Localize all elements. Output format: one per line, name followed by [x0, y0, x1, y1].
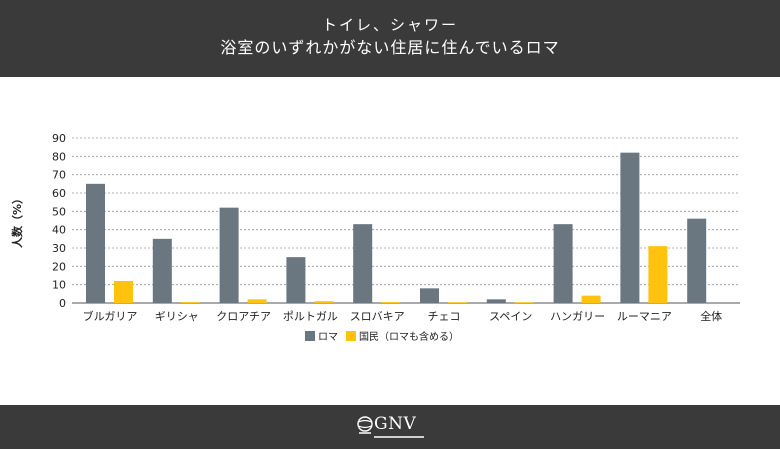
x-category-label: ポルトガル: [283, 310, 338, 323]
footer-bar: GNV: [0, 405, 780, 449]
x-category-label: スロバキア: [350, 310, 405, 323]
bar-roma: [286, 257, 306, 303]
bar-roma: [620, 152, 640, 303]
x-category-label: ギリシャ: [155, 310, 199, 323]
x-category-label: 全体: [700, 309, 722, 323]
x-category-label: ハンガリー: [550, 310, 605, 323]
bar-roma: [219, 207, 239, 303]
bar-national: [114, 281, 133, 303]
legend-swatch: [305, 331, 315, 341]
y-tick-label: 10: [52, 279, 66, 292]
bar-chart: 0 10 20 30 40 50 60 70 80 90 人数（%） ブルガリア ギリシャ クロアチア ポル…: [10, 132, 740, 343]
x-category-label: ブルガリア: [83, 309, 138, 323]
legend-swatch: [346, 331, 356, 341]
header-bar: トイレ、シャワー 浴室のいずれかがない住居に住んでいるロマ: [0, 0, 780, 77]
bar-national: [648, 246, 668, 303]
legend-label: ロマ: [318, 332, 338, 343]
x-category-label: チェコ: [428, 310, 461, 323]
bar-roma: [486, 299, 506, 303]
y-tick-label: 0: [59, 297, 66, 310]
bar-national: [381, 302, 401, 303]
bar-roma: [152, 238, 172, 303]
gnv-logo[interactable]: GNV: [357, 413, 427, 443]
y-tick-label: 40: [52, 224, 66, 237]
bar-national: [180, 302, 200, 303]
bar-roma: [86, 183, 105, 303]
x-category-label: スペイン: [489, 310, 532, 323]
bar-roma: [553, 224, 573, 303]
bar-national: [581, 295, 601, 303]
bar-roma: [353, 224, 373, 303]
y-tick-label: 60: [52, 187, 66, 200]
y-axis-label: 人数（%）: [10, 193, 24, 248]
y-tick-label: 80: [52, 150, 66, 163]
legend-label: 国民（ロマも含める）: [359, 330, 459, 343]
bar-roma: [420, 288, 439, 303]
y-tick-label: 90: [52, 132, 66, 145]
bar-national: [247, 299, 267, 303]
x-category-label: クロアチア: [216, 310, 271, 323]
y-tick-label: 20: [52, 260, 66, 273]
y-tick-label: 50: [52, 205, 66, 218]
globe-icon: [357, 416, 373, 434]
chart-title-line2: 浴室のいずれかがない住居に住んでいるロマ: [220, 38, 560, 57]
logo-text: GNV: [374, 414, 417, 434]
bar-national: [448, 302, 467, 303]
y-tick-label: 30: [52, 242, 66, 255]
x-category-label: ルーマニア: [617, 310, 672, 323]
bar-national: [314, 301, 334, 303]
chart-title-line1: トイレ、シャワー: [321, 16, 458, 34]
y-tick-label: 70: [52, 169, 66, 182]
logo-underline: [374, 436, 424, 438]
bar-roma: [687, 218, 707, 303]
bar-national: [514, 302, 534, 303]
